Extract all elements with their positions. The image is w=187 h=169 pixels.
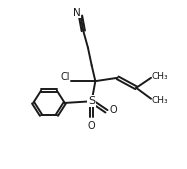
Text: S: S	[88, 96, 95, 106]
Text: CH₃: CH₃	[152, 72, 169, 81]
Text: Cl: Cl	[61, 72, 70, 82]
Text: CH₃: CH₃	[152, 96, 169, 105]
Text: N: N	[73, 8, 81, 18]
Text: O: O	[88, 121, 95, 131]
Text: O: O	[110, 105, 117, 115]
